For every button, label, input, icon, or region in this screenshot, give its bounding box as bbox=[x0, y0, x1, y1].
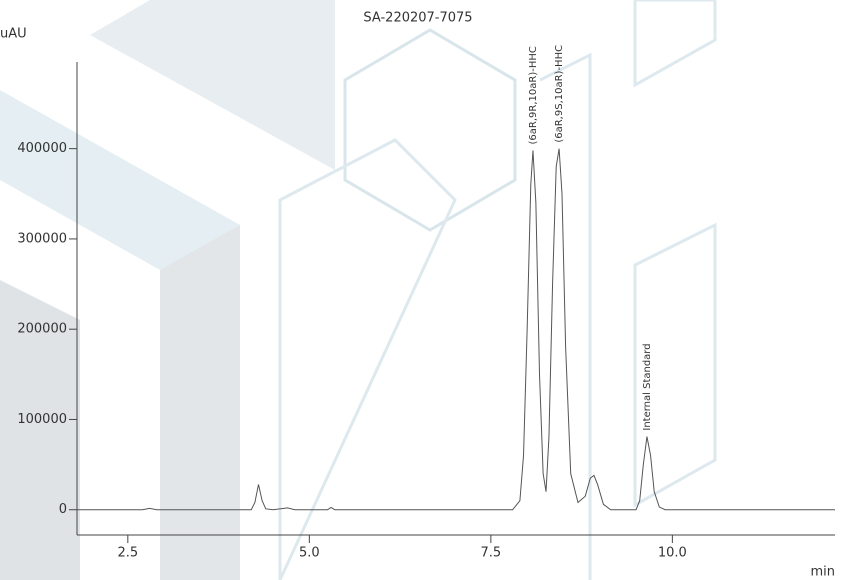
bg-shape bbox=[539, 52, 592, 580]
y-tick-label: 0 bbox=[59, 502, 67, 517]
background-pattern bbox=[0, 0, 717, 580]
x-tick-label: 5.0 bbox=[299, 546, 320, 561]
y-tick-label: 300000 bbox=[17, 231, 67, 246]
bg-shape bbox=[160, 225, 240, 580]
x-tick-label: 2.5 bbox=[117, 546, 138, 561]
y-tick-label: 200000 bbox=[17, 322, 67, 337]
trace bbox=[77, 148, 835, 511]
y-tick-label: 100000 bbox=[17, 412, 67, 427]
bg-shape bbox=[278, 138, 457, 580]
peak-label: (6aR,9S,10aR)-HHC bbox=[554, 45, 565, 143]
bg-shape bbox=[0, 280, 80, 580]
bg-shape bbox=[90, 0, 335, 170]
bg-shape bbox=[633, 0, 717, 88]
y-tick-label: 400000 bbox=[17, 141, 67, 156]
peak-label: (6aR,9R,10aR)-HHC bbox=[528, 46, 539, 144]
bg-shape bbox=[633, 222, 717, 508]
x-tick-label: 10.0 bbox=[658, 546, 687, 561]
peak-label: Internal Standard bbox=[642, 343, 653, 430]
x-axis-label: min bbox=[810, 565, 835, 580]
y-axis-label: uAU bbox=[0, 27, 27, 42]
chart-title: SA-220207-7075 bbox=[363, 11, 472, 26]
bg-shape bbox=[343, 28, 517, 232]
x-tick-label: 7.5 bbox=[481, 546, 502, 561]
